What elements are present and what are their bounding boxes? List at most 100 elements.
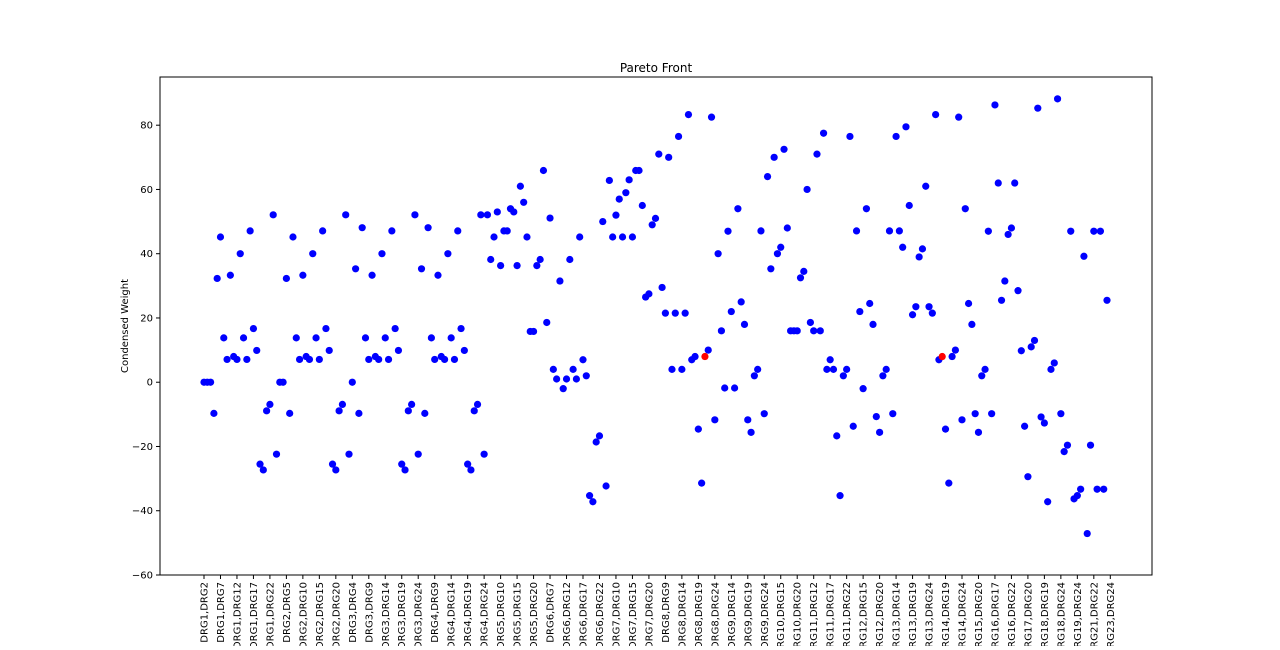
data-point — [510, 208, 518, 216]
data-point — [516, 182, 524, 190]
data-point — [1093, 485, 1101, 493]
data-point — [520, 198, 528, 206]
x-tick-label: DRG4,DRG9 — [430, 582, 441, 643]
x-tick-label: DRG3,DRG14 — [381, 582, 392, 646]
data-point — [269, 211, 277, 219]
data-point — [684, 110, 693, 119]
data-point — [295, 355, 304, 364]
x-tick-label: DRG3,DRG9 — [364, 582, 375, 643]
data-point — [869, 320, 877, 328]
data-point — [941, 425, 950, 433]
data-point — [658, 283, 666, 292]
x-tick-label: DRG2,DRG20 — [331, 582, 342, 646]
x-tick-label: DRG13,DRG24 — [925, 582, 936, 646]
data-point — [1077, 485, 1085, 493]
data-point — [1083, 529, 1091, 538]
x-tick-label: DRG9,DRG24 — [760, 582, 771, 646]
data-point — [414, 450, 422, 458]
x-tick-label: DRG21,DRG22 — [1089, 582, 1100, 646]
data-point — [576, 233, 584, 241]
data-point — [549, 365, 557, 373]
data-point — [988, 410, 996, 418]
data-point — [615, 195, 623, 203]
data-point — [925, 303, 933, 311]
data-point — [424, 224, 432, 232]
data-point — [562, 375, 571, 383]
data-point — [457, 324, 465, 333]
data-point — [312, 334, 320, 342]
data-point — [579, 356, 587, 364]
x-tick-label: DRG4,DRG24 — [480, 582, 491, 646]
data-point — [533, 261, 541, 270]
data-point — [800, 267, 808, 275]
x-tick-label: DRG3,DRG4 — [348, 582, 359, 643]
data-point — [816, 327, 824, 335]
data-point — [737, 298, 745, 306]
data-point — [770, 153, 778, 161]
data-point — [711, 416, 719, 424]
data-point — [691, 352, 699, 361]
data-point — [819, 129, 828, 137]
data-point — [879, 372, 887, 380]
data-point — [434, 271, 442, 279]
data-point — [378, 250, 386, 258]
data-point — [315, 355, 323, 364]
data-point — [856, 307, 864, 316]
data-point — [1040, 419, 1048, 427]
x-tick-label: DRG7,DRG20 — [644, 582, 655, 646]
data-point — [1034, 104, 1042, 112]
data-point — [473, 400, 482, 408]
data-point — [358, 224, 366, 232]
x-tick-label: DRG16,DRG22 — [1007, 582, 1018, 646]
data-point — [665, 153, 673, 161]
data-point — [299, 271, 307, 279]
x-tick-label: DRG6,DRG12 — [562, 582, 573, 646]
data-point — [239, 334, 248, 342]
x-tick-label: DRG14,DRG24 — [957, 582, 968, 646]
data-point — [734, 205, 742, 213]
data-point — [648, 221, 656, 229]
x-tick-label: DRG9,DRG14 — [727, 582, 738, 646]
data-point — [618, 233, 627, 241]
data-point — [744, 416, 752, 424]
x-tick-label: DRG13,DRG19 — [908, 582, 919, 646]
data-point — [955, 113, 963, 121]
data-point — [536, 255, 544, 264]
data-point — [964, 299, 973, 308]
data-point — [566, 255, 574, 264]
data-point — [1073, 492, 1081, 500]
data-point — [404, 407, 412, 415]
data-point — [246, 227, 254, 235]
data-point — [628, 233, 637, 241]
y-axis-label: Condensed Weight — [120, 279, 131, 373]
data-point — [1014, 287, 1022, 295]
data-point — [961, 205, 969, 213]
data-point — [1024, 473, 1032, 481]
data-point — [1080, 252, 1088, 260]
data-point — [480, 450, 488, 458]
x-tick-label: DRG10,DRG20 — [793, 582, 804, 646]
y-tick-label: 0 — [147, 378, 153, 389]
data-point — [622, 189, 630, 197]
x-tick-label: DRG23,DRG24 — [1106, 582, 1117, 646]
x-tick-label: DRG8,DRG14 — [677, 582, 688, 646]
x-axis-ticks: DRG1,DRG2 DRG1,DRG7 DRG1,DRG12 DRG1,DRG17 DR… — [200, 575, 1117, 650]
pareto-optimal-point — [701, 352, 709, 361]
x-tick-label: DRG7,DRG10 — [611, 582, 622, 646]
data-point — [243, 355, 251, 364]
data-point — [460, 346, 468, 355]
x-tick-label: DRG3,DRG24 — [414, 582, 425, 646]
x-tick-label: DRG3,DRG19 — [397, 582, 408, 646]
data-point — [796, 274, 805, 282]
data-point — [335, 407, 343, 415]
data-point — [1021, 422, 1029, 430]
data-point — [997, 296, 1006, 304]
data-point — [882, 365, 890, 373]
data-point — [625, 176, 633, 184]
data-point — [951, 346, 960, 354]
data-point — [974, 428, 983, 436]
data-point — [754, 365, 762, 373]
data-point — [365, 355, 373, 364]
data-point — [1060, 448, 1068, 456]
